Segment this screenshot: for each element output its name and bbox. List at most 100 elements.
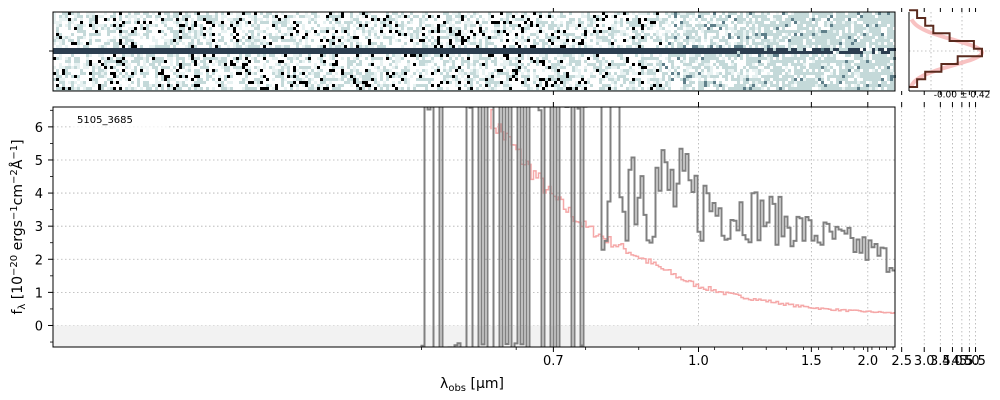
spectrum-2d-pixel (554, 33, 557, 36)
spectrum-2d-pixel (224, 63, 227, 66)
spectrum-2d-pixel (857, 75, 860, 78)
spectrum-2d-pixel (776, 54, 779, 57)
spectrum-2d-pixel (434, 27, 437, 30)
spectrum-2d-pixel (209, 81, 212, 84)
spectrum-2d-pixel (119, 66, 122, 69)
spectrum-2d-pixel (842, 45, 845, 48)
spectrum-1d-panel: 0.7 1.0 1.5 2.0 2.5 3.03.54.04.55.05.5 012345… (9, 102, 986, 394)
spectrum-2d-pixel (212, 87, 215, 90)
spectrum-2d-pixel (56, 24, 59, 27)
spectrum-2d-pixel (599, 27, 602, 30)
spectrum-2d-pixel (305, 18, 308, 21)
spectrum-2d-pixel (338, 81, 341, 84)
spectrum-2d-pixel (167, 57, 170, 60)
spectrum-2d-pixel (797, 66, 800, 69)
spectrum-2d-pixel (539, 33, 542, 36)
spectrum-2d-pixel (104, 75, 107, 78)
spectrum-2d-pixel (641, 75, 644, 78)
spectrum-2d-pixel (332, 30, 335, 33)
spectrum-2d-pixel (719, 21, 722, 24)
spectrum-2d-pixel (440, 81, 443, 84)
spectrum-2d-pixel (167, 60, 170, 63)
spectrum-2d-pixel (536, 81, 539, 84)
spectrum-2d-pixel (449, 27, 452, 30)
spectrum-2d-pixel (77, 84, 80, 87)
spectrum-2d-pixel (191, 51, 194, 54)
spectrum-2d-pixel (365, 24, 368, 27)
spectrum-2d-pixel (227, 78, 230, 81)
spectrum-2d-pixel (521, 33, 524, 36)
spectrum-2d-pixel (164, 36, 167, 39)
spectrum-2d-pixel (188, 84, 191, 87)
spectrum-2d-pixel (344, 24, 347, 27)
spectrum-2d-pixel (191, 81, 194, 84)
spectrum-2d-pixel (227, 21, 230, 24)
spectrum-2d-pixel (404, 39, 407, 42)
spectrum-2d-pixel (185, 30, 188, 33)
spectrum-2d-pixel (473, 54, 476, 57)
spectrum-2d-pixel (62, 36, 65, 39)
spectrum-2d-pixel (311, 57, 314, 60)
spectrum-2d-pixel (233, 81, 236, 84)
spectrum-2d-pixel (479, 36, 482, 39)
spectrum-2d-pixel (248, 33, 251, 36)
spectrum-2d-pixel (794, 78, 797, 81)
spectrum-2d-pixel (74, 87, 77, 90)
spectrum-2d-pixel (632, 60, 635, 63)
spectrum-2d-pixel (830, 15, 833, 18)
spectrum-2d-pixel (98, 27, 101, 30)
spectrum-2d-pixel (263, 39, 266, 42)
spectrum-2d-pixel (716, 51, 719, 54)
spectrum-2d-pixel (389, 66, 392, 69)
spectrum-2d-pixel (797, 78, 800, 81)
spectrum-2d-pixel (188, 72, 191, 75)
spectrum-2d-pixel (53, 66, 56, 69)
spectrum-2d-pixel (221, 72, 224, 75)
spectrum-2d-pixel (698, 15, 701, 18)
spectrum-2d-pixel (401, 78, 404, 81)
spectrum-2d-pixel (572, 15, 575, 18)
spectrum-2d-pixel (374, 69, 377, 72)
spectrum-2d-pixel (344, 45, 347, 48)
spectrum-2d-pixel (467, 33, 470, 36)
spectrum-2d-pixel (161, 48, 164, 51)
spectrum-2d-pixel (614, 66, 617, 69)
spectrum-2d-pixel (428, 75, 431, 78)
spectrum-2d-pixel (560, 69, 563, 72)
spectrum-2d-pixel (878, 81, 881, 84)
spectrum-2d-pixel (815, 15, 818, 18)
spectrum-2d-pixel (530, 63, 533, 66)
spectrum-2d-pixel (233, 15, 236, 18)
spectrum-2d-pixel (530, 15, 533, 18)
spectrum-2d-pixel (794, 81, 797, 84)
spectrum-2d-pixel (293, 63, 296, 66)
spectrum-2d-pixel (533, 24, 536, 27)
spectrum-2d-pixel (629, 39, 632, 42)
spectrum-2d-pixel (854, 66, 857, 69)
spectrum-2d-pixel (149, 39, 152, 42)
spectrum-2d-pixel (296, 15, 299, 18)
spectrum-2d-pixel (518, 87, 521, 90)
spectrum-2d-pixel (53, 12, 56, 15)
spectrum-2d-pixel (407, 75, 410, 78)
spectrum-2d-pixel (497, 27, 500, 30)
spectrum-2d-pixel (236, 81, 239, 84)
spectrum-2d-pixel (224, 54, 227, 57)
spectrum-2d-pixel (437, 60, 440, 63)
spectrum-2d-pixel (272, 87, 275, 90)
spectrum-2d-pixel (710, 84, 713, 87)
spectrum-2d-pixel (71, 60, 74, 63)
spectrum-2d-pixel (308, 57, 311, 60)
spectrum-2d-pixel (542, 27, 545, 30)
spectrum-2d-pixel (617, 18, 620, 21)
spectrum-2d-pixel (809, 60, 812, 63)
spectrum-2d-pixel (650, 27, 653, 30)
spectrum-2d-pixel (392, 51, 395, 54)
spectrum-2d-pixel (215, 63, 218, 66)
spectrum-2d-pixel (89, 72, 92, 75)
spectrum-2d-pixel (155, 84, 158, 87)
spectrum-2d-pixel (716, 72, 719, 75)
spectrum-2d-pixel (674, 66, 677, 69)
spectrum-2d-pixel (431, 21, 434, 24)
spectrum-2d-pixel (623, 66, 626, 69)
